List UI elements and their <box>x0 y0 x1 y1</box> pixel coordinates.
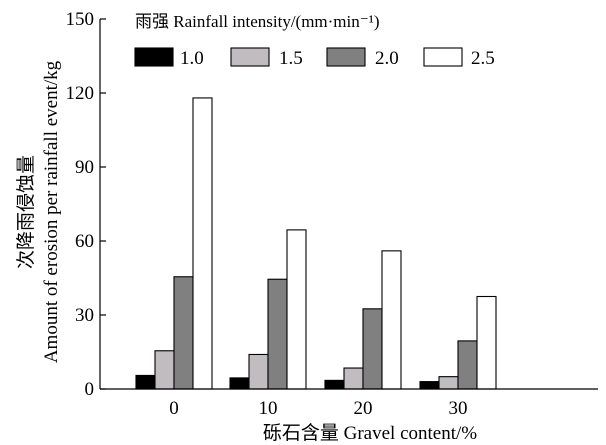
y-tick-label: 120 <box>66 83 95 104</box>
legend-swatch-1-5 <box>230 47 270 67</box>
bar-2-0-cat-10 <box>267 278 288 390</box>
y-tick-label: 30 <box>75 305 94 326</box>
y-axis-ticks: 0 30 60 90 120 150 <box>66 9 106 400</box>
x-tick-label: 20 <box>354 398 373 419</box>
legend: 1.0 1.5 2.0 2.5 <box>134 47 495 69</box>
legend-title: 雨强 Rainfall intensity/(mm·min⁻¹) <box>135 12 379 31</box>
bar-1-5-cat-10 <box>248 353 269 390</box>
bar-1-0-cat-0 <box>135 374 156 390</box>
bar-2-0-cat-0 <box>173 276 194 390</box>
y-axis-label-chinese: 次降雨侵蚀量 <box>15 155 37 269</box>
legend-swatch-2-5 <box>423 47 463 67</box>
x-tick-label: 30 <box>449 398 468 419</box>
legend-swatch-1-0 <box>134 47 174 67</box>
x-axis-ticks: 0 10 20 30 <box>169 398 467 419</box>
bar-2-5-cat-20 <box>381 250 402 390</box>
legend-label: 1.5 <box>279 48 303 69</box>
legend-label: 2.0 <box>375 48 399 69</box>
y-tick-label: 150 <box>66 9 95 30</box>
y-tick-label: 0 <box>85 379 95 400</box>
bar-2-5-cat-30 <box>476 295 497 390</box>
bar-2-0-cat-20 <box>362 308 383 390</box>
y-axis-label-english: Amount of erosion per rainfall event/kg <box>41 60 62 363</box>
y-tick-label: 90 <box>75 157 94 178</box>
legend-label: 1.0 <box>180 48 204 69</box>
bar-group <box>135 97 497 390</box>
legend-label: 2.5 <box>471 48 495 69</box>
x-tick-label: 10 <box>259 398 278 419</box>
legend-swatch-2-0 <box>326 47 366 67</box>
bar-1-0-cat-10 <box>229 377 250 390</box>
y-tick-label: 60 <box>75 231 94 252</box>
bar-1-0-cat-30 <box>419 381 440 390</box>
bar-1-5-cat-0 <box>154 350 175 390</box>
x-tick-label: 0 <box>169 398 179 419</box>
bar-1-5-cat-30 <box>438 376 459 390</box>
axes <box>99 19 598 390</box>
bar-1-5-cat-20 <box>343 367 364 390</box>
bar-2-5-cat-10 <box>286 229 307 390</box>
bar-2-5-cat-0 <box>192 97 213 390</box>
x-axis-label: 砾石含量 Gravel content/% <box>263 422 477 444</box>
bar-1-0-cat-20 <box>324 379 345 390</box>
bar-2-0-cat-30 <box>457 340 478 390</box>
